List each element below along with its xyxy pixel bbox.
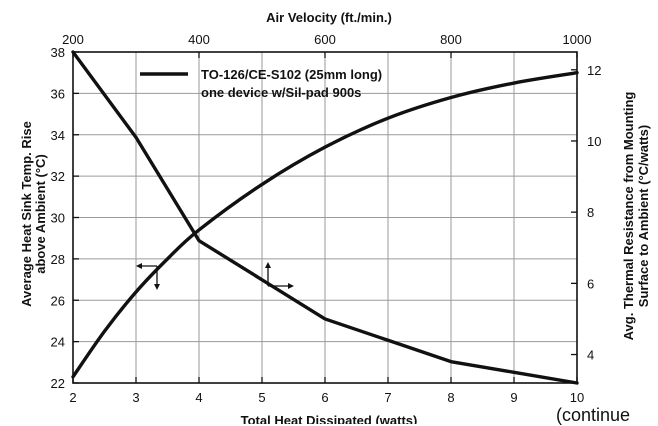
bottom-tick-label: 5 <box>258 390 265 405</box>
left-tick-label: 26 <box>51 293 65 308</box>
right-tick-label: 6 <box>587 276 594 291</box>
right-tick-label: 4 <box>587 348 594 363</box>
left-axis-indicator-arrows <box>136 263 160 290</box>
right-axis-title: Avg. Thermal Resistance from Mounting Su… <box>621 92 651 341</box>
bottom-tick-label: 7 <box>384 390 391 405</box>
temperature-rise-curve <box>71 70 579 379</box>
continuation-note: (continue <box>556 405 631 425</box>
top-axis-ticks: 200 400 600 800 1000 <box>62 32 591 58</box>
legend-line-1: TO-126/CE-S102 (25mm long) <box>201 67 382 82</box>
bottom-tick-label: 9 <box>510 390 517 405</box>
left-tick-label: 28 <box>51 252 65 267</box>
bottom-axis-ticks: 2 3 4 5 6 7 8 9 10 <box>69 377 584 405</box>
left-axis-ticks: 22 24 26 28 30 32 34 36 38 <box>51 45 79 391</box>
bottom-tick-label: 4 <box>195 390 202 405</box>
left-tick-label: 24 <box>51 335 65 350</box>
left-axis-title: Average Heat Sink Temp. Rise above Ambie… <box>19 121 48 307</box>
legend: TO-126/CE-S102 (25mm long) one device w/… <box>140 67 382 100</box>
bottom-tick-label: 2 <box>69 390 76 405</box>
right-axis-title-line-2: Surface to Ambient (°C/watts) <box>636 125 651 307</box>
left-tick-label: 30 <box>51 211 65 226</box>
grid <box>72 51 578 384</box>
top-tick-label: 600 <box>314 32 336 47</box>
left-tick-label: 38 <box>51 45 65 60</box>
data-curves <box>71 50 579 385</box>
right-tick-label: 10 <box>587 134 601 149</box>
top-tick-label: 800 <box>440 32 462 47</box>
left-tick-label: 32 <box>51 169 65 184</box>
right-axis-ticks: 4 6 8 10 12 <box>571 63 601 363</box>
bottom-tick-label: 10 <box>570 390 584 405</box>
bottom-tick-label: 3 <box>132 390 139 405</box>
top-tick-label: 400 <box>188 32 210 47</box>
top-axis-title: Air Velocity (ft./min.) <box>266 10 392 25</box>
left-tick-label: 22 <box>51 376 65 391</box>
bottom-tick-label: 8 <box>447 390 454 405</box>
left-axis-title-line-2: above Ambient (°C) <box>33 154 48 274</box>
right-axis-title-line-1: Avg. Thermal Resistance from Mounting <box>621 92 636 341</box>
right-axis-indicator-arrows <box>265 262 294 289</box>
legend-line-2: one device w/Sil-pad 900s <box>201 85 361 100</box>
bottom-axis-title: Total Heat Dissipated (watts) <box>241 413 418 424</box>
left-tick-label: 34 <box>51 128 65 143</box>
left-tick-label: 36 <box>51 86 65 101</box>
thermal-resistance-curve <box>71 50 579 385</box>
top-tick-label: 200 <box>62 32 84 47</box>
right-tick-label: 12 <box>587 63 601 78</box>
bottom-tick-label: 6 <box>321 390 328 405</box>
right-tick-label: 8 <box>587 205 594 220</box>
left-axis-title-line-1: Average Heat Sink Temp. Rise <box>19 121 34 307</box>
top-tick-label: 1000 <box>563 32 592 47</box>
